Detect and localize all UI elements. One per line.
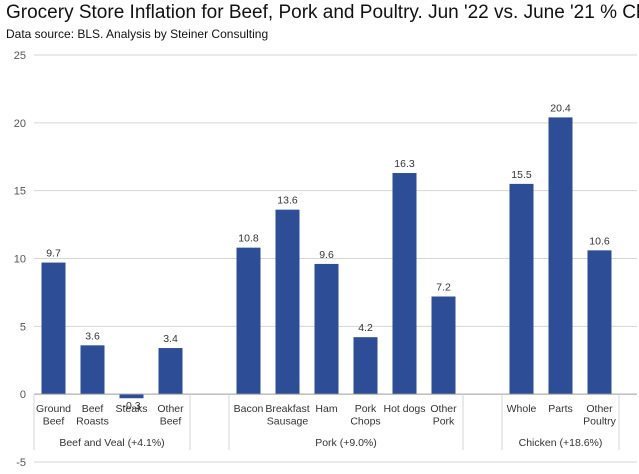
x-tick-label: Poultry xyxy=(583,416,616,428)
bar xyxy=(314,263,339,395)
data-label: 4.2 xyxy=(358,322,373,334)
x-tick-label: Ground xyxy=(36,403,71,415)
x-tick-label: Bacon xyxy=(234,403,264,415)
x-tick-label: Sausage xyxy=(267,416,309,428)
x-tick-label: Parts xyxy=(548,403,573,415)
chart-title: Grocery Store Inflation for Beef, Pork a… xyxy=(6,2,639,23)
bar xyxy=(80,345,105,395)
data-label: 15.5 xyxy=(511,169,532,181)
group-label: Chicken (+18.6%) xyxy=(519,437,603,449)
x-tick-label: Whole xyxy=(507,403,537,415)
data-label: 16.3 xyxy=(394,158,415,170)
x-tick-label: Steaks xyxy=(115,403,147,415)
bar xyxy=(158,348,183,395)
x-tick-label: Breakfast xyxy=(265,403,309,415)
bar xyxy=(236,247,261,395)
x-tick-label: Other xyxy=(430,403,457,415)
x-tick-label: Beef xyxy=(160,416,182,428)
data-label: 3.4 xyxy=(163,333,178,345)
x-tick-label: Other xyxy=(586,403,613,415)
data-label: 3.6 xyxy=(85,330,100,342)
x-tick-label: Other xyxy=(157,403,184,415)
data-label: 7.2 xyxy=(436,281,451,293)
y-tick-label: 15 xyxy=(14,186,26,198)
x-tick-label: Beef xyxy=(43,416,65,428)
x-tick-label: Pork xyxy=(355,403,377,415)
y-tick-label: 10 xyxy=(14,254,26,266)
x-tick-label: Hot dogs xyxy=(383,403,425,415)
y-tick-label: 0 xyxy=(20,389,26,401)
bar xyxy=(275,209,300,395)
x-tick-label: Beef xyxy=(82,403,104,415)
x-tick-label: Chops xyxy=(350,416,380,428)
group-label: Beef and Veal (+4.1%) xyxy=(59,437,164,449)
x-tick-label: Ham xyxy=(315,403,337,415)
data-label: 10.8 xyxy=(238,233,259,245)
data-label: 9.7 xyxy=(46,248,61,260)
x-tick-label: Pork xyxy=(433,416,455,428)
bar xyxy=(548,117,573,395)
y-tick-label: 25 xyxy=(14,50,26,62)
bar xyxy=(392,173,417,395)
bar xyxy=(587,250,612,395)
y-tick-label: 5 xyxy=(20,321,26,333)
x-tick-label: Roasts xyxy=(76,416,109,428)
y-tick-label: -5 xyxy=(16,457,26,469)
data-label: -0.3 xyxy=(122,400,140,412)
group-label: Pork (+9.0%) xyxy=(315,437,377,449)
bar xyxy=(431,296,456,395)
data-label: 9.6 xyxy=(319,249,334,261)
y-tick-label: 20 xyxy=(14,118,26,130)
bar xyxy=(119,394,144,399)
data-label: 13.6 xyxy=(277,195,298,207)
data-label: 10.6 xyxy=(589,235,610,247)
bar xyxy=(41,262,66,395)
bar xyxy=(509,183,534,395)
bar xyxy=(353,337,378,395)
chart-subtitle: Data source: BLS. Analysis by Steiner Co… xyxy=(6,27,269,41)
data-label: 20.4 xyxy=(550,102,571,114)
